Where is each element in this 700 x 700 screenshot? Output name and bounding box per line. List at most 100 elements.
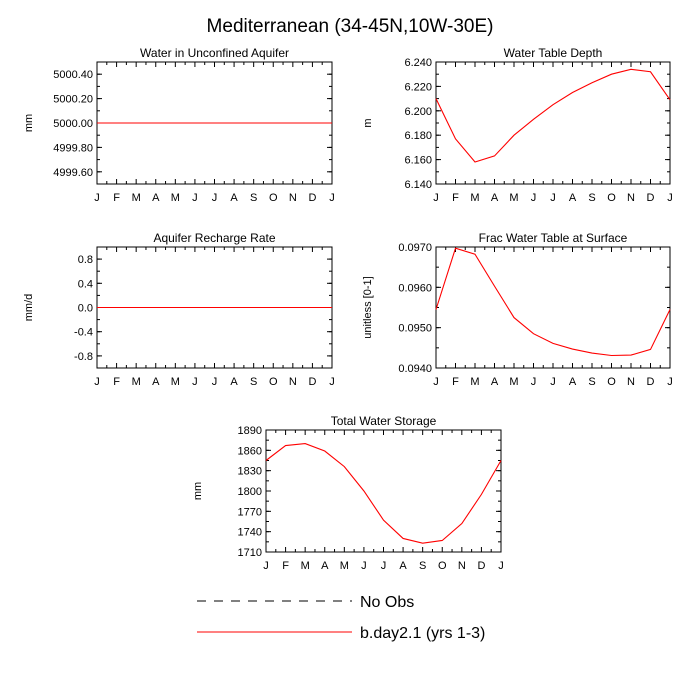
y-tick-label: 1890	[238, 425, 262, 437]
y-tick-label: 0.0970	[398, 242, 432, 254]
series-line	[265, 442, 502, 544]
y-tick-label: 6.180	[404, 130, 432, 142]
x-tick-label: S	[250, 376, 257, 388]
series-line	[435, 247, 671, 357]
x-tick-label: D	[308, 376, 316, 388]
y-tick-label: 1800	[238, 486, 262, 498]
x-tick-label: O	[438, 560, 447, 572]
x-tick-label: N	[289, 192, 297, 204]
y-tick-label: 0.0950	[398, 323, 432, 335]
y-tick-label: 1740	[238, 527, 262, 539]
x-tick-label: A	[399, 560, 407, 572]
x-tick-label: J	[433, 192, 439, 204]
y-tick-label: 4999.60	[53, 167, 93, 179]
y-tick-label: 6.200	[404, 106, 432, 118]
chart-title: Aquifer Recharge Rate	[153, 231, 275, 245]
y-tick-label: 0.0	[78, 303, 93, 315]
x-tick-label: J	[667, 376, 673, 388]
x-tick-label: J	[550, 376, 556, 388]
x-tick-label: J	[94, 376, 100, 388]
legend: No Obs b.day2.1 (yrs 1-3)	[197, 594, 485, 642]
y-tick-label: 5000.40	[53, 69, 93, 81]
y-axis-label: unitless [0-1]	[362, 276, 374, 338]
x-tick-label: J	[192, 192, 198, 204]
x-tick-label: A	[569, 376, 577, 388]
y-tick-label: -0.8	[74, 351, 93, 363]
x-tick-label: M	[171, 192, 180, 204]
x-tick-label: J	[94, 192, 100, 204]
x-tick-label: N	[627, 376, 635, 388]
x-tick-label: D	[647, 376, 655, 388]
x-tick-label: A	[152, 192, 160, 204]
y-axis-label: mm	[23, 114, 35, 132]
y-tick-label: 1860	[238, 445, 262, 457]
x-tick-label: J	[531, 376, 537, 388]
x-tick-label: A	[569, 192, 577, 204]
chart-title: Water in Unconfined Aquifer	[140, 46, 289, 60]
y-tick-label: 6.140	[404, 179, 432, 191]
x-tick-label: M	[470, 192, 479, 204]
x-tick-label: F	[113, 192, 120, 204]
y-axis-label: mm	[192, 482, 204, 500]
x-tick-label: F	[282, 560, 289, 572]
y-tick-label: 1830	[238, 466, 262, 478]
x-tick-label: O	[269, 376, 278, 388]
x-tick-label: J	[192, 376, 198, 388]
x-tick-label: M	[132, 192, 141, 204]
x-tick-label: A	[230, 376, 238, 388]
x-tick-label: J	[433, 376, 439, 388]
x-tick-label: A	[491, 376, 499, 388]
plot-frame	[435, 61, 671, 185]
chart-title: Frac Water Table at Surface	[479, 231, 628, 245]
x-tick-label: M	[509, 376, 518, 388]
x-tick-label: J	[667, 192, 673, 204]
x-tick-label: J	[329, 192, 335, 204]
x-tick-label: O	[607, 192, 616, 204]
y-tick-label: 6.160	[404, 155, 432, 167]
chart-panel: Frac Water Table at Surface unitless [0-1…	[362, 231, 673, 388]
legend-obs-label: No Obs	[360, 594, 414, 611]
x-tick-label: D	[647, 192, 655, 204]
x-tick-label: J	[498, 560, 504, 572]
y-tick-label: 6.240	[404, 57, 432, 69]
y-tick-label: 1770	[238, 506, 262, 518]
x-tick-label: D	[308, 192, 316, 204]
y-tick-label: 4999.80	[53, 142, 93, 154]
chart-title: Total Water Storage	[331, 414, 437, 428]
x-tick-label: J	[263, 560, 269, 572]
x-tick-label: D	[477, 560, 485, 572]
chart-title: Water Table Depth	[504, 46, 603, 60]
x-tick-label: A	[321, 560, 329, 572]
plot-frame	[435, 246, 671, 369]
x-tick-label: S	[588, 376, 595, 388]
x-tick-label: M	[470, 376, 479, 388]
page-title: Mediterranean (34-45N,10W-30E)	[207, 16, 494, 37]
x-tick-label: N	[458, 560, 466, 572]
x-tick-label: J	[381, 560, 387, 572]
x-tick-label: J	[550, 192, 556, 204]
x-tick-label: F	[452, 192, 459, 204]
x-tick-label: F	[452, 376, 459, 388]
x-tick-label: J	[531, 192, 537, 204]
x-tick-label: M	[132, 376, 141, 388]
x-tick-label: N	[627, 192, 635, 204]
x-tick-label: S	[588, 192, 595, 204]
x-tick-label: J	[212, 376, 218, 388]
x-tick-label: O	[269, 192, 278, 204]
x-tick-label: A	[230, 192, 238, 204]
y-tick-label: 0.8	[78, 254, 93, 266]
x-tick-label: O	[607, 376, 616, 388]
series-line	[435, 68, 671, 163]
y-tick-label: 0.4	[78, 278, 93, 290]
x-tick-label: M	[301, 560, 310, 572]
x-tick-label: A	[491, 192, 499, 204]
x-tick-label: F	[113, 376, 120, 388]
x-tick-label: N	[289, 376, 297, 388]
x-tick-label: M	[340, 560, 349, 572]
x-tick-label: S	[250, 192, 257, 204]
